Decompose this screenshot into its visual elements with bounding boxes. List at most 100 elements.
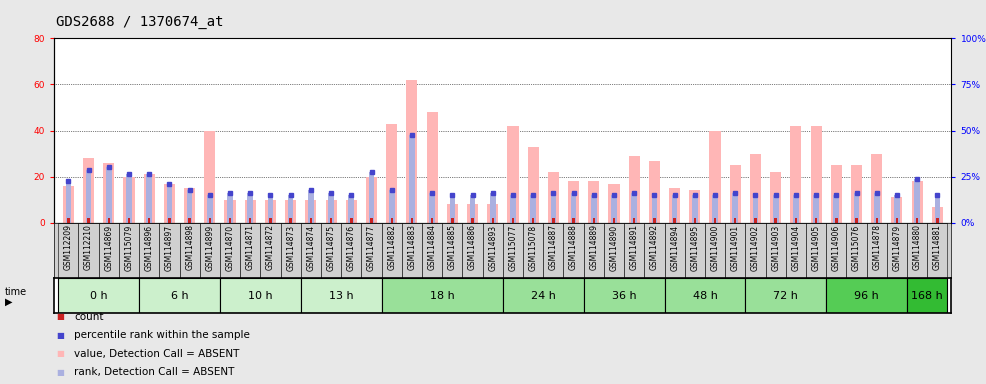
Bar [265,200,276,223]
Text: GSM114882: GSM114882 [387,224,396,270]
Bar [652,195,658,223]
Bar [290,218,292,223]
Bar [754,218,756,223]
Text: 96 h: 96 h [854,291,879,301]
Bar [530,195,536,223]
Bar [734,218,737,223]
Bar [791,126,802,223]
Bar [523,223,543,278]
Bar [427,112,438,223]
Text: GSM114896: GSM114896 [145,224,154,270]
Text: GSM112210: GSM112210 [84,224,93,270]
Bar [765,223,786,278]
Text: GSM114905: GSM114905 [811,224,820,271]
Bar [348,195,354,223]
Bar [301,278,382,313]
Bar [241,223,260,278]
Bar [689,190,700,223]
Text: GSM114899: GSM114899 [205,224,214,270]
Bar [462,223,483,278]
Text: rank, Detection Call = ABSENT: rank, Detection Call = ABSENT [74,367,235,377]
Bar [669,188,680,223]
Bar [633,218,635,223]
Bar [503,223,523,278]
Text: GSM114893: GSM114893 [488,224,497,270]
Text: GSM114879: GSM114879 [892,224,901,270]
Bar [58,278,139,313]
Text: GSM114887: GSM114887 [549,224,558,270]
Bar [220,278,301,313]
Bar [245,200,255,223]
Bar [107,218,110,223]
Text: GSM114881: GSM114881 [933,224,942,270]
Bar [490,193,496,223]
Text: ■: ■ [56,349,64,358]
Text: ■: ■ [56,312,64,321]
Bar [469,195,475,223]
Bar [209,218,211,223]
Text: 48 h: 48 h [692,291,718,301]
Bar [325,200,336,223]
Bar [813,195,819,223]
Text: 18 h: 18 h [430,291,455,301]
Bar [387,124,397,223]
Bar [584,223,603,278]
Bar [471,218,473,223]
Bar [730,165,740,223]
Bar [907,278,948,313]
Bar [341,223,362,278]
Text: GSM114904: GSM114904 [792,224,801,271]
Bar [321,223,341,278]
Bar [710,131,721,223]
Text: GSM114880: GSM114880 [913,224,922,270]
Bar [895,218,898,223]
Bar [411,218,413,223]
Bar [886,223,907,278]
Bar [285,200,296,223]
Bar [793,195,799,223]
Bar [123,177,134,223]
Bar [532,218,534,223]
Bar [328,193,334,223]
Bar [745,278,826,313]
Bar [99,223,119,278]
Bar [390,218,393,223]
Bar [167,184,173,223]
Text: GSM114890: GSM114890 [609,224,618,270]
Bar [593,218,595,223]
Bar [745,223,765,278]
Bar [671,195,677,223]
Bar [310,218,313,223]
Text: time: time [5,287,27,297]
Bar [88,218,90,223]
Text: ■: ■ [56,367,64,377]
Bar [548,172,559,223]
Bar [467,204,478,223]
Bar [443,223,462,278]
Bar [916,218,918,223]
Text: GSM114874: GSM114874 [307,224,316,270]
Bar [826,278,907,313]
Text: GSM114871: GSM114871 [246,224,254,270]
Bar [770,172,781,223]
Bar [229,218,232,223]
Bar [936,218,939,223]
Bar [204,131,215,223]
Bar [188,218,191,223]
Bar [795,218,797,223]
Text: GSM114892: GSM114892 [650,224,659,270]
Bar [406,80,417,223]
Bar [653,218,656,223]
Text: GSM114877: GSM114877 [367,224,376,270]
Text: GSM114872: GSM114872 [266,224,275,270]
Bar [932,207,943,223]
Bar [552,218,554,223]
Text: 24 h: 24 h [530,291,556,301]
Bar [750,154,761,223]
Text: GSM114869: GSM114869 [105,224,113,270]
Bar [86,170,92,223]
Bar [119,223,139,278]
Text: GSM114898: GSM114898 [185,224,194,270]
Text: 168 h: 168 h [911,291,944,301]
Bar [876,218,878,223]
